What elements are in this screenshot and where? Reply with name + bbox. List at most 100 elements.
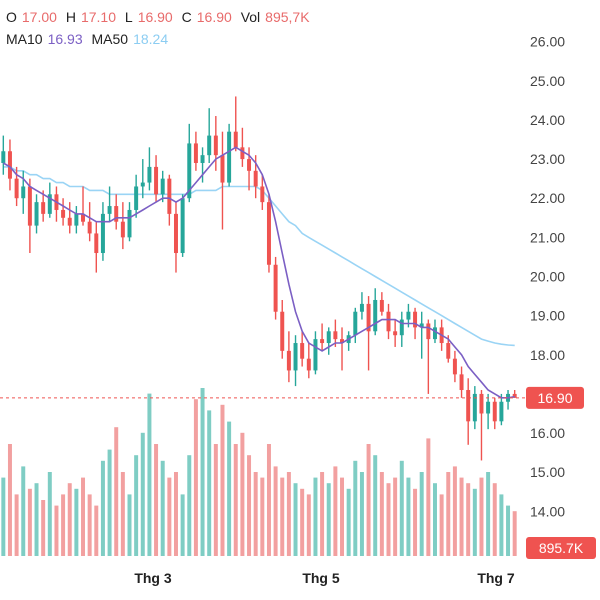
y-tick-label-3: 23.00 xyxy=(530,151,565,167)
volume-bar-42 xyxy=(280,477,285,556)
candle-body-17 xyxy=(114,206,119,222)
volume-bar-73 xyxy=(486,472,491,556)
candle-body-38 xyxy=(253,170,258,187)
candle-body-70 xyxy=(466,390,471,422)
candle-body-42 xyxy=(280,311,285,351)
volume-bar-77 xyxy=(512,511,517,556)
volume-bar-76 xyxy=(506,505,511,556)
candle-body-74 xyxy=(492,401,497,422)
candle-body-3 xyxy=(21,186,26,199)
candle-body-68 xyxy=(452,358,457,375)
volume-bar-68 xyxy=(452,466,457,556)
candle-body-73 xyxy=(486,401,491,414)
ma-legend: MA10 16.93 MA50 18.24 xyxy=(6,30,173,48)
candle-body-45 xyxy=(300,343,305,359)
candle-body-56 xyxy=(373,299,378,332)
volume-bar-69 xyxy=(459,477,464,556)
close-value: 16.90 xyxy=(196,9,232,25)
candle-body-39 xyxy=(260,186,265,203)
volume-bar-63 xyxy=(419,472,424,556)
volume-bar-58 xyxy=(386,483,391,556)
ohlc-legend: O 17.00 H 17.10 L 16.90 C 16.90 Vol 895,7K xyxy=(6,8,315,26)
volume-bar-29 xyxy=(193,399,198,556)
candle-body-44 xyxy=(293,343,298,371)
volume-bar-57 xyxy=(379,472,384,556)
candle-body-59 xyxy=(393,331,398,336)
candle-body-50 xyxy=(333,331,338,340)
candle-body-4 xyxy=(27,186,32,226)
volume-bar-18 xyxy=(120,472,125,556)
volume-bar-67 xyxy=(446,472,451,556)
volume-bar-54 xyxy=(359,472,364,556)
y-tick-label-4: 22.00 xyxy=(530,190,565,206)
candle-body-7 xyxy=(47,194,52,214)
volume-bar-24 xyxy=(160,460,165,556)
volume-bar-61 xyxy=(406,477,411,556)
volume-bar-45 xyxy=(300,488,305,556)
volume-bar-38 xyxy=(253,472,258,556)
volume-bar-53 xyxy=(353,460,358,556)
candle-body-67 xyxy=(446,343,451,359)
candle-body-22 xyxy=(147,166,152,183)
volume-bar-64 xyxy=(426,438,431,556)
candle-body-11 xyxy=(74,213,79,226)
volume-bar-25 xyxy=(167,477,172,556)
volume-bar-44 xyxy=(293,483,298,556)
ma50-value: 18.24 xyxy=(133,31,169,47)
candle-body-33 xyxy=(220,155,225,183)
volume-bar-55 xyxy=(366,444,371,556)
current-volume-tag xyxy=(526,537,596,559)
volume-bar-74 xyxy=(492,483,497,556)
y-tick-label-0: 26.00 xyxy=(530,34,565,50)
volume-bar-43 xyxy=(286,472,291,556)
volume-bar-71 xyxy=(472,488,477,556)
volume-bar-21 xyxy=(140,432,145,556)
volume-bar-41 xyxy=(273,466,278,556)
candle-body-25 xyxy=(167,178,172,214)
ma50-line xyxy=(3,166,515,347)
candle-body-40 xyxy=(266,202,271,265)
candle-body-34 xyxy=(227,131,232,183)
volume-bar-12 xyxy=(81,477,86,556)
candle-body-63 xyxy=(419,323,424,328)
volume-bar-65 xyxy=(432,483,437,556)
y-tick-label-6: 20.00 xyxy=(530,269,565,285)
candle-body-61 xyxy=(406,311,411,320)
candle-body-72 xyxy=(479,393,484,414)
volume-bar-14 xyxy=(94,505,99,556)
candle-body-48 xyxy=(320,339,325,344)
volume-bar-17 xyxy=(114,427,119,556)
current-price-label: 16.90 xyxy=(537,390,572,406)
volume-bar-56 xyxy=(373,455,378,556)
volume-bar-28 xyxy=(187,455,192,556)
volume-bar-0 xyxy=(1,477,6,556)
candle-body-14 xyxy=(94,233,99,254)
candle-body-36 xyxy=(240,147,245,160)
candle-body-26 xyxy=(173,213,178,254)
ma10-label: MA10 xyxy=(6,31,43,47)
candle-body-10 xyxy=(67,217,72,226)
ma10-line-layer xyxy=(2,146,515,399)
volume-bar-52 xyxy=(346,488,351,556)
candle-body-71 xyxy=(472,393,477,422)
x-tick-label-2: Thg 7 xyxy=(477,570,515,586)
candle-body-0 xyxy=(1,151,6,163)
ma10-line xyxy=(2,146,515,399)
volume-bar-4 xyxy=(27,488,32,556)
candle-body-2 xyxy=(14,178,19,199)
candle-body-53 xyxy=(353,311,358,336)
volume-bar-34 xyxy=(227,421,232,556)
volume-value: 895,7K xyxy=(265,9,310,25)
ma50-line-layer xyxy=(3,166,515,347)
candle-body-46 xyxy=(306,358,311,371)
candle-body-77 xyxy=(512,393,517,398)
candle-body-41 xyxy=(273,264,278,312)
volume-layer xyxy=(1,388,517,556)
candle-body-19 xyxy=(127,209,132,238)
ma10-value: 16.93 xyxy=(47,31,83,47)
volume-bar-5 xyxy=(34,483,39,556)
y-tick-label-8: 18.00 xyxy=(530,347,565,363)
volume-bar-20 xyxy=(134,455,139,556)
high-value: 17.10 xyxy=(80,9,116,25)
